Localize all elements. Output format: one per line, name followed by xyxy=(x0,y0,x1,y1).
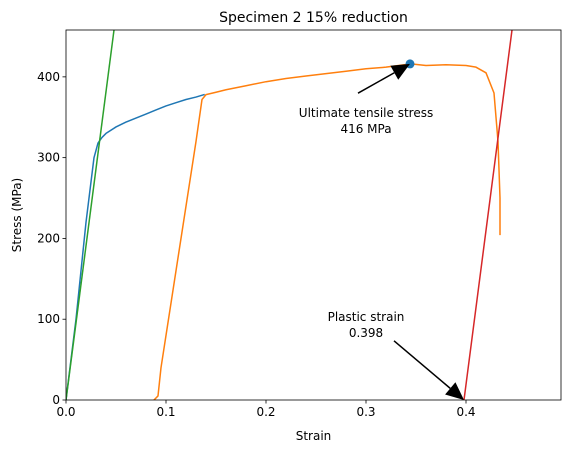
x-tick-label: 0.2 xyxy=(256,405,275,419)
annotation-text-2: Plastic strain 0.398 xyxy=(328,310,405,340)
annotation-arrow-shaft xyxy=(357,72,395,94)
y-tick-label: 0 xyxy=(52,393,60,407)
axes-frame xyxy=(65,29,562,401)
annotation-line: Ultimate tensile stress xyxy=(299,106,433,120)
x-tick-label: 0.4 xyxy=(456,405,475,419)
x-tick-label: 0.3 xyxy=(356,405,375,419)
y-tick-label: 200 xyxy=(37,231,60,245)
annotation-line: 0.398 xyxy=(349,326,383,340)
x-tick-label: 0.1 xyxy=(156,405,175,419)
series-group xyxy=(66,30,513,400)
annotation-arrow-shaft xyxy=(393,340,451,389)
annotation-line: Plastic strain xyxy=(328,310,405,324)
series-line-3 xyxy=(66,30,115,400)
plot-area: 0.0 0.1 0.2 0.3 0.4 0 100 200 300 400 Ultimate ten… xyxy=(37,29,562,419)
y-tick-label: 100 xyxy=(37,312,60,326)
series-line-2 xyxy=(152,63,501,400)
annotation-arrow-head xyxy=(390,63,410,80)
x-axis-label: Strain xyxy=(296,429,332,443)
x-tick-label: 0.0 xyxy=(56,405,75,419)
annotation-line: 416 MPa xyxy=(340,122,391,136)
y-tick-label: 300 xyxy=(37,151,60,165)
y-axis-label: Stress (MPa) xyxy=(10,178,24,252)
chart-title: Specimen 2 15% reduction xyxy=(219,10,408,26)
y-tick-label: 400 xyxy=(37,70,60,84)
series-line-4 xyxy=(463,30,513,400)
series-line-1 xyxy=(66,93,205,400)
annotation-arrow-head xyxy=(445,382,464,400)
annotation-text-1: Ultimate tensile stress 416 MPa xyxy=(299,106,433,136)
